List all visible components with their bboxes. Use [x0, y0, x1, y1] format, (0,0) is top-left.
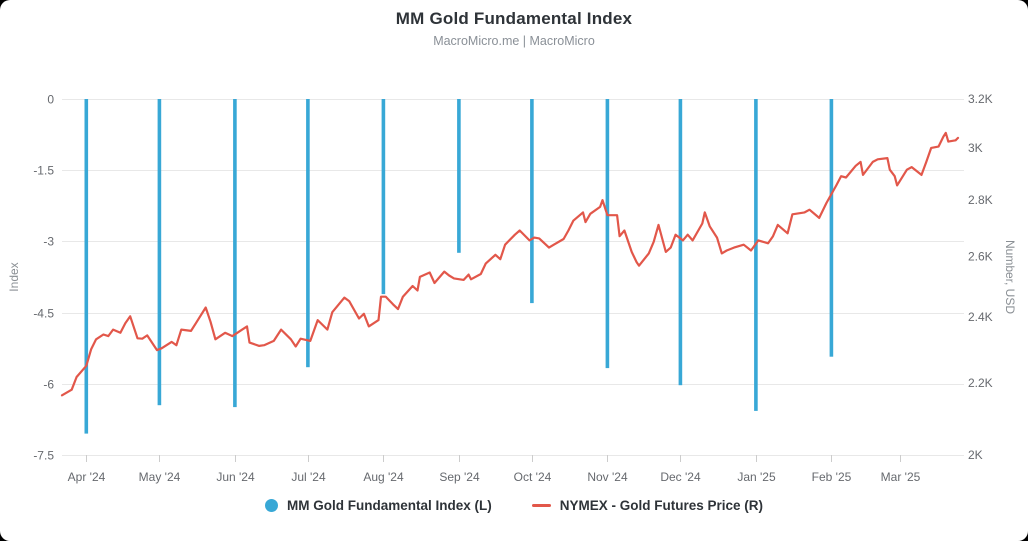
index-bar[interactable] — [457, 99, 461, 253]
right-axis-tick-label: 2K — [968, 448, 983, 462]
left-axis-tick-label: -4.5 — [33, 307, 54, 321]
legend-label: MM Gold Fundamental Index (L) — [286, 498, 492, 513]
index-bar[interactable] — [754, 99, 758, 411]
left-axis-tick-label: -1.5 — [33, 164, 54, 178]
chart-title: MM Gold Fundamental Index — [395, 9, 633, 28]
chart-header: MM Gold Fundamental Index MacroMicro.me … — [0, 0, 1028, 48]
legend-item-gold-futures[interactable]: NYMEX - Gold Futures Price (R) — [531, 498, 764, 513]
index-bar[interactable] — [157, 99, 162, 406]
x-axis-tick-label: Oct '24 — [514, 470, 552, 484]
left-axis-tick-label: -6 — [43, 378, 54, 392]
chart-subtitle: MacroMicro.me | MacroMicro — [433, 34, 595, 48]
x-axis-tick-label: Sep '24 — [439, 470, 480, 484]
left-axis-tick-label: 0 — [47, 93, 54, 107]
x-axis-tick-label: Jun '24 — [216, 470, 255, 484]
legend-item-fundamental-index[interactable]: MM Gold Fundamental Index (L) — [264, 498, 492, 513]
left-axis-title: Index — [7, 262, 21, 292]
index-bar[interactable] — [829, 99, 834, 357]
right-axis-tick-label: 2.6K — [968, 249, 993, 263]
index-bar[interactable] — [381, 99, 386, 295]
x-axis-tick-label: Apr '24 — [68, 470, 106, 484]
right-axis-title: Number, USD — [1003, 239, 1017, 315]
right-axis-tick-label: 2.4K — [968, 310, 993, 324]
right-axis-tick-label: 2.2K — [968, 376, 993, 390]
x-axis-tick-label: Nov '24 — [587, 470, 628, 484]
index-bar[interactable] — [530, 99, 534, 304]
right-axis-tick-label: 3.2K — [968, 92, 993, 106]
chart-legend: MM Gold Fundamental Index (L) NYMEX - Go… — [0, 498, 1028, 513]
index-bar[interactable] — [605, 99, 610, 369]
right-axis-tick-label: 3K — [968, 141, 983, 155]
left-axis-tick-label: -3 — [43, 235, 54, 249]
x-axis-tick-label: Aug '24 — [363, 470, 404, 484]
legend-label: NYMEX - Gold Futures Price (R) — [559, 498, 764, 513]
legend-circle-icon — [264, 499, 278, 512]
right-axis-tick-label: 2.8K — [968, 193, 993, 207]
x-axis-tick-label: May '24 — [139, 470, 181, 484]
index-bar[interactable] — [678, 99, 683, 386]
legend-line-icon — [531, 504, 551, 507]
index-bar[interactable] — [306, 99, 310, 368]
gold-price-line[interactable] — [60, 131, 960, 397]
left-axis-tick-label: -7.5 — [33, 449, 54, 463]
index-bar[interactable] — [84, 99, 89, 434]
x-axis-tick-label: Feb '25 — [812, 470, 852, 484]
index-bar[interactable] — [233, 99, 237, 408]
x-axis-tick-label: Jan '25 — [737, 470, 776, 484]
x-axis-tick-label: Jul '24 — [291, 470, 326, 484]
x-axis-tick-label: Mar '25 — [881, 470, 921, 484]
x-axis-tick-label: Dec '24 — [660, 470, 701, 484]
